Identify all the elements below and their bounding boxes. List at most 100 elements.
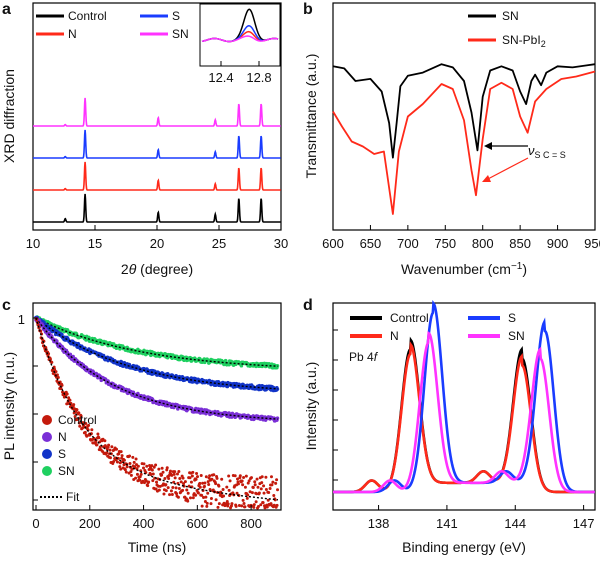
panel-a-xtick-label: 15 (88, 236, 102, 251)
pl-point-control (131, 455, 135, 459)
pl-point-control (251, 486, 255, 490)
panel-b-xtick-label: 850 (509, 236, 531, 251)
panel-a-xtick-label: 20 (150, 236, 164, 251)
pl-point-control (79, 414, 83, 418)
ftir-series-sn-pbi2 (332, 70, 596, 215)
pl-point-control (96, 432, 100, 436)
pl-point-control (234, 504, 238, 508)
pl-point-control (240, 504, 244, 508)
pl-point-control (253, 480, 257, 484)
pl-series-n (34, 316, 280, 423)
legend-marker-s-c (42, 449, 52, 459)
pl-point-control (237, 503, 241, 507)
pl-point-control (77, 421, 81, 425)
panel-c-ylabel: PL intensity (n.u.) (1, 352, 17, 460)
pl-point-control (194, 477, 198, 481)
pl-point-control (194, 493, 198, 497)
panel-c-xtick-label: 400 (133, 516, 155, 531)
pl-point-control (252, 503, 256, 507)
pl-point-control (204, 495, 208, 499)
pl-point-control (122, 458, 126, 462)
panel-b-chart: 600 650 700 750 800 850 900 950 Wavenumber (cm−… (303, 2, 600, 277)
pl-point-control (134, 457, 138, 461)
pl-point-control (142, 466, 145, 470)
pl-point-control (165, 466, 169, 470)
pl-point-control (154, 487, 158, 491)
pl-point-s (275, 387, 280, 391)
pl-point-control (227, 474, 231, 478)
pl-point-control (117, 452, 121, 456)
pl-point-control (269, 475, 273, 479)
legend-label-s-d: S (508, 311, 516, 325)
legend-label-s: S (172, 9, 180, 23)
pl-point-control (78, 416, 82, 420)
panel-b-xtick-label: 650 (360, 236, 382, 251)
pl-series-control (34, 317, 280, 510)
pl-point-control (107, 443, 111, 447)
pl-point-control (264, 488, 268, 492)
pl-point-control (116, 456, 120, 460)
pl-point-control (199, 473, 203, 477)
pl-point-control (208, 474, 212, 478)
pl-fit-sn (35, 317, 279, 367)
pl-point-control (216, 505, 220, 509)
pl-point-control (253, 483, 257, 487)
pl-point-control (157, 488, 161, 492)
pl-point-control (200, 493, 204, 497)
pl-point-control (242, 476, 246, 480)
pl-point-control (206, 480, 210, 484)
pl-point-control (191, 470, 195, 474)
xrd-series-s (33, 129, 281, 159)
pl-point-sn (275, 364, 280, 368)
pl-point-control (173, 470, 177, 474)
legend-marker-control-c (42, 415, 52, 425)
pl-point-control (186, 499, 190, 503)
pl-point-n (275, 416, 280, 421)
pl-point-control (72, 403, 76, 407)
pl-point-control (147, 480, 151, 484)
pl-point-control (275, 503, 279, 507)
pl-point-control (172, 472, 176, 476)
legend-label-fit: Fit (66, 490, 80, 504)
pl-point-control (150, 468, 154, 472)
pl-point-control (158, 484, 162, 488)
panel-c-xtick-label: 600 (186, 516, 208, 531)
pl-point-control (161, 470, 165, 474)
inset-xtick-label: 12.8 (246, 70, 271, 85)
legend-label-control-d: Control (390, 311, 429, 325)
pl-point-control (135, 467, 139, 471)
pl-point-control (196, 491, 200, 495)
panel-d-chart: 138 141 144 147 Binding energy (eV) Intensi… (303, 299, 596, 555)
panel-c-legend: Control NS SN Fit (40, 413, 97, 504)
pl-point-control (119, 467, 123, 471)
panel-a-xtick-label: 10 (26, 236, 40, 251)
panel-b-xtick-label: 600 (322, 236, 344, 251)
pl-point-control (118, 465, 122, 469)
pl-point-control (81, 421, 85, 425)
xrd-series-control (33, 193, 281, 223)
pl-point-control (169, 489, 173, 493)
pl-point-control (195, 472, 199, 476)
pl-fit-s (35, 317, 279, 390)
pl-point-control (128, 454, 132, 458)
pl-point-control (120, 454, 124, 458)
legend-label-sn-d: SN (508, 329, 525, 343)
pl-point-control (149, 472, 153, 476)
panel-b-xtick-label: 800 (472, 236, 494, 251)
pl-point-control (182, 482, 186, 486)
pl-point-control (85, 434, 89, 438)
pl-point-control (217, 502, 221, 506)
pl-point-control (212, 473, 216, 477)
pl-point-control (259, 487, 263, 491)
pl-point-control (236, 482, 240, 486)
pl-point-control (205, 504, 209, 508)
pl-point-control (166, 486, 170, 490)
pl-point-control (275, 478, 279, 482)
panel-b-xtick-label: 700 (397, 236, 419, 251)
pl-point-control (183, 480, 187, 484)
pl-point-control (274, 481, 278, 485)
pl-point-control (217, 484, 221, 488)
ftir-series-sn (332, 63, 596, 159)
pl-point-control (222, 494, 226, 498)
panel-d-frame (332, 302, 596, 511)
